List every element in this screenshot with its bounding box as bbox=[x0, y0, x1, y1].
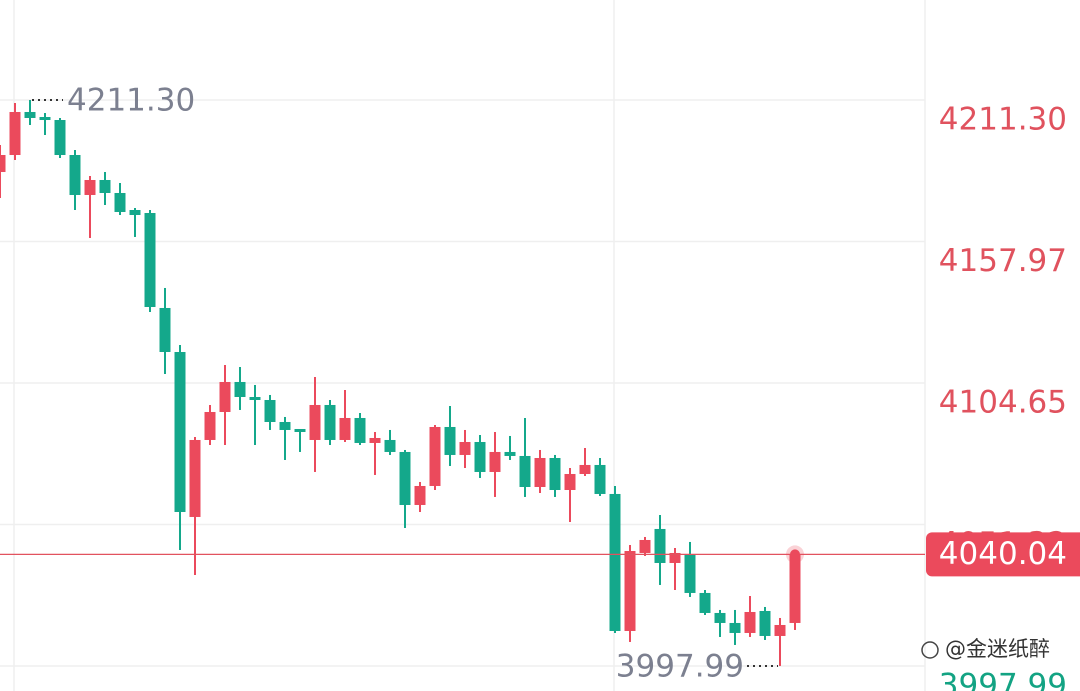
last-price-dot bbox=[790, 549, 800, 560]
y-tick-label: 4104.65 bbox=[939, 384, 1067, 420]
candle-body bbox=[324, 404, 336, 440]
candle-body bbox=[759, 610, 771, 636]
candle-body bbox=[129, 210, 141, 215]
candle-body bbox=[369, 437, 381, 443]
candle-body bbox=[459, 441, 471, 455]
candles bbox=[0, 99, 801, 666]
candle-body bbox=[444, 426, 456, 455]
candle-body bbox=[264, 399, 276, 422]
candle-body bbox=[114, 192, 126, 212]
candle-body bbox=[609, 493, 621, 631]
candle-body bbox=[534, 457, 546, 487]
candle-body bbox=[204, 411, 216, 440]
candle-body bbox=[579, 464, 591, 474]
candle-body bbox=[744, 611, 756, 633]
watermark: @金迷纸醉 bbox=[945, 637, 1050, 661]
candle-body bbox=[279, 421, 291, 430]
high-marker-label: 4211.30 bbox=[67, 82, 195, 118]
candle-body bbox=[474, 441, 486, 472]
overlay: 4040.04 4211.30 3997.99 @金迷纸醉 bbox=[0, 82, 1080, 684]
y-tick-label: 4211.30 bbox=[939, 101, 1067, 137]
candle-body bbox=[429, 426, 441, 486]
candle-body bbox=[0, 155, 6, 173]
candle-body bbox=[594, 464, 606, 494]
candle-body bbox=[564, 473, 576, 490]
candle-body bbox=[234, 381, 246, 397]
candle-body bbox=[624, 550, 636, 631]
low-marker-label: 3997.99 bbox=[616, 648, 744, 684]
candle-body bbox=[519, 455, 531, 487]
candle-body bbox=[549, 457, 561, 490]
candle-body bbox=[84, 179, 96, 195]
candle-body bbox=[504, 451, 516, 456]
candle-body bbox=[489, 451, 501, 472]
y-tick-label: 3997.99 bbox=[939, 667, 1067, 691]
last-price-label: 4040.04 bbox=[939, 536, 1067, 572]
candle-body bbox=[174, 352, 186, 512]
candle-body bbox=[99, 179, 111, 193]
candle-body bbox=[309, 404, 321, 440]
candle-body bbox=[69, 155, 81, 195]
candle-body bbox=[654, 528, 666, 563]
candle-body bbox=[354, 417, 366, 443]
candle-body bbox=[144, 212, 156, 308]
candle-body bbox=[699, 592, 711, 613]
candle-body bbox=[339, 417, 351, 440]
candle-body bbox=[729, 622, 741, 633]
candle-body bbox=[219, 381, 231, 412]
watermark-icon bbox=[921, 641, 939, 659]
candle-body bbox=[684, 553, 696, 593]
candle-body bbox=[39, 117, 51, 121]
candle-body bbox=[714, 612, 726, 623]
candle-body bbox=[414, 485, 426, 505]
candle-body bbox=[189, 439, 201, 517]
last-price-badge bbox=[926, 532, 1080, 577]
candle-body bbox=[384, 439, 396, 452]
candle-body bbox=[9, 111, 21, 156]
candle-body bbox=[399, 451, 411, 505]
candle-body bbox=[774, 624, 786, 636]
candle-body bbox=[54, 120, 66, 156]
candle-body bbox=[639, 539, 651, 553]
y-tick-label: 4157.97 bbox=[939, 243, 1067, 279]
candle-body bbox=[24, 111, 36, 118]
candle-body bbox=[249, 396, 261, 400]
candle-body bbox=[159, 307, 171, 353]
candle-body bbox=[294, 428, 306, 432]
candle-body bbox=[669, 552, 681, 563]
candle-body bbox=[789, 554, 801, 623]
